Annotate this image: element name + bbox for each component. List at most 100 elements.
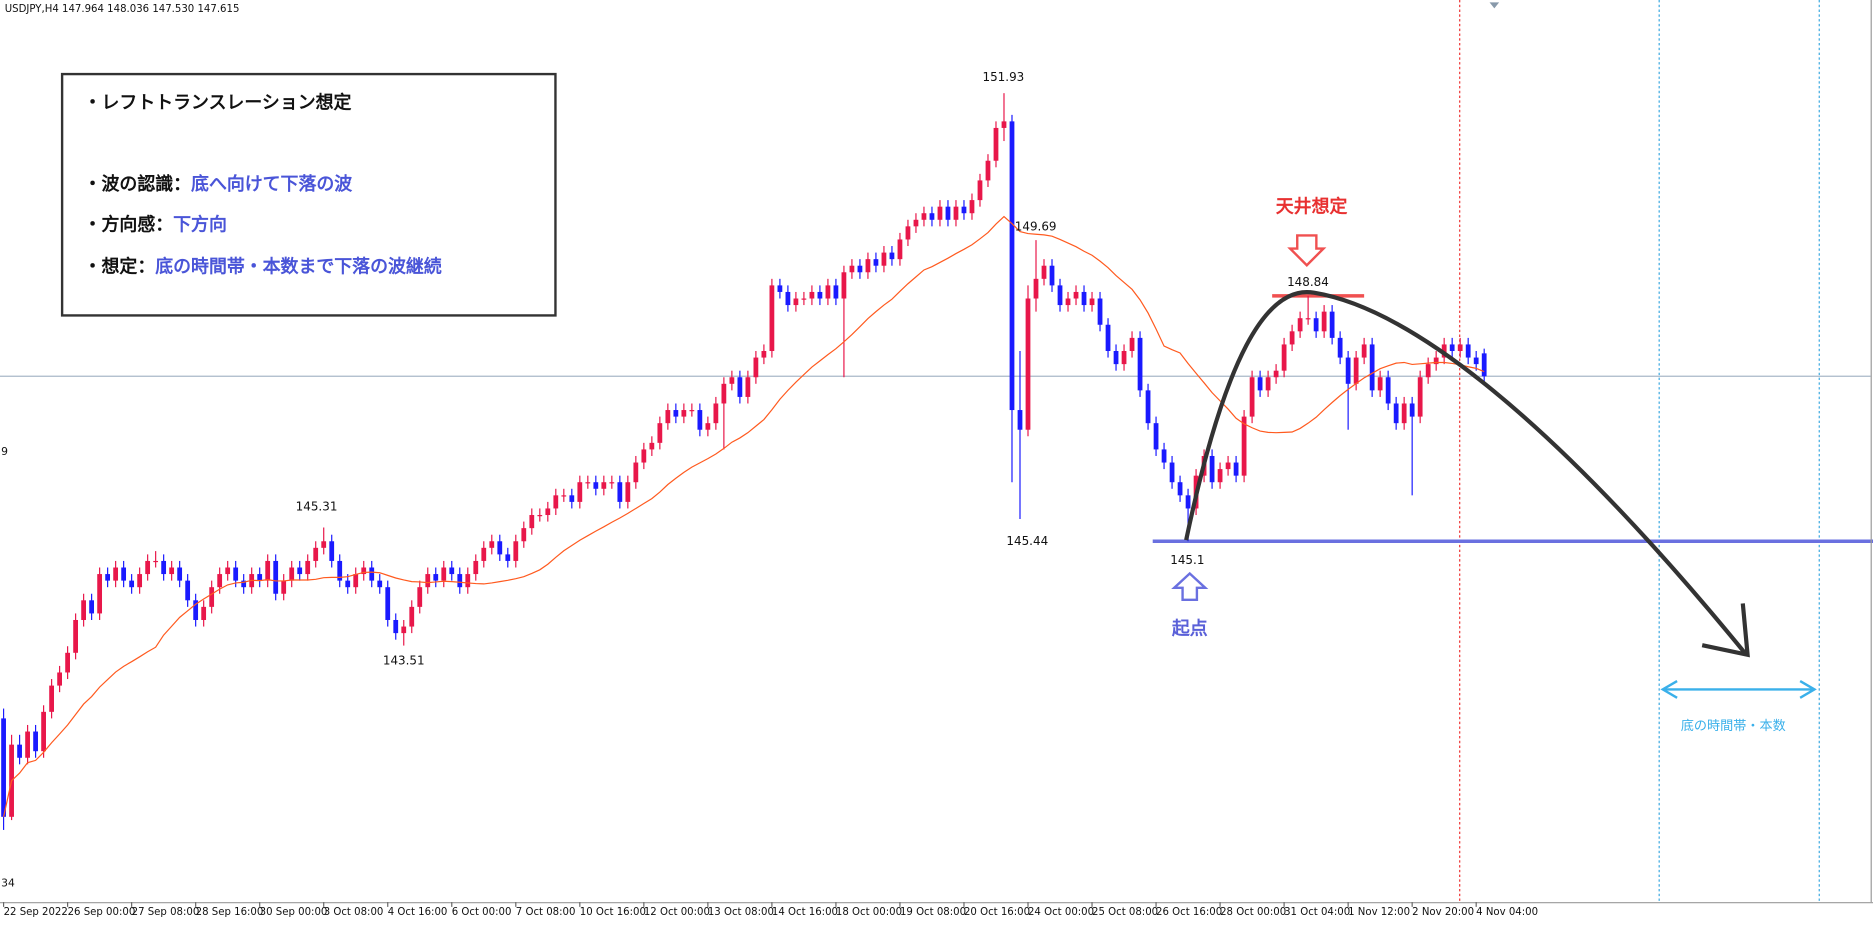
candle-body [825,285,831,299]
candle-body [1049,265,1055,286]
x-tick-label: 13 Oct 08:00 [708,907,774,918]
candle-body [913,219,919,227]
candle-body [1233,462,1239,476]
candle-body [225,567,231,575]
candle-body [281,580,287,594]
candle-body [1137,337,1143,391]
candle-body [1465,344,1471,358]
note-line: ・波の認識：底へ向けて下落の波 [84,173,353,195]
x-tick-label: 18 Oct 00:00 [836,907,902,918]
x-tick-label: 22 Sep 2022 [4,907,68,918]
x-tick-label: 19 Oct 08:00 [900,907,966,918]
plot [0,93,1873,830]
candle-body [1073,291,1079,299]
candle-body [1457,344,1463,352]
candle-body [481,547,487,561]
candle-body [1249,377,1255,417]
candle-body [889,252,895,260]
candle-body [841,272,847,299]
candle-body [1353,357,1359,384]
candle-body [337,560,343,581]
start-arrow [1171,571,1209,602]
candle-body [1161,449,1167,463]
price-label: 151.93 [983,70,1025,84]
x-tick-label: 20 Oct 16:00 [964,907,1030,918]
candle-body [745,377,751,397]
candle-body [1089,298,1095,306]
candle-body [1145,390,1151,424]
candle-body [321,541,327,548]
candle-body [665,410,671,424]
candle-body [681,410,687,417]
x-tick-label: 28 Sep 16:00 [196,907,264,918]
candle-body [1041,265,1047,279]
candle-body [801,298,807,300]
price-label: 145.44 [1006,534,1048,548]
candle-body [1281,344,1287,371]
candle-body [833,285,839,299]
candle-body [561,495,567,497]
candle-body [713,403,719,424]
candle-body [57,672,62,686]
candle-body [73,619,79,653]
candle-body [497,541,503,555]
candle-body [1009,121,1015,411]
ceiling-label: 天井想定 [1276,196,1348,218]
x-tick-label: 31 Oct 04:00 [1284,907,1350,918]
candle-body [1289,331,1295,345]
candle-body [417,587,423,607]
candle-body [865,259,871,273]
candle-body [1017,410,1023,430]
candle-body [433,574,439,581]
price-label: 143.51 [383,654,425,668]
candle-body [185,580,191,601]
candle-body [41,711,46,752]
x-tick-label: 28 Oct 00:00 [1220,907,1286,918]
candle-body [545,508,551,516]
x-tick-label: 6 Oct 00:00 [452,907,512,918]
bottom-window-label: 底の時間帯・本数 [1681,718,1786,734]
x-tick-label: 4 Nov 04:00 [1476,907,1538,918]
note-label: ・想定： [84,255,156,277]
candle-body [761,351,767,358]
candle-body [33,731,38,752]
candle-body [273,560,279,594]
candle-body [361,567,367,575]
ceiling-arrow [1287,234,1327,267]
window-arrow-left [1660,680,1678,699]
candle-body [657,423,663,443]
candle-body [89,600,95,614]
candle-body [1297,318,1303,332]
forecast-curve [1184,290,1748,657]
candle-body [1449,344,1455,352]
candle-body [1065,298,1071,306]
x-tick-label: 2 Nov 20:00 [1412,907,1474,918]
candle-body [777,285,783,292]
candle-body [137,574,143,588]
candle-body [921,213,927,220]
x-tick-label: 26 Sep 00:00 [68,907,136,918]
candle-body [81,600,87,620]
candle-body [201,606,207,620]
candle-body [577,482,583,502]
candle-body [1393,403,1399,424]
candle-body [241,580,247,588]
price-label: 145.31 [296,500,338,514]
candle-body [1033,278,1039,299]
candle-body [177,567,183,581]
x-tick-label: 24 Oct 00:00 [1028,907,1094,918]
candle-body [345,580,351,588]
candle-body [721,383,727,404]
candle-body [985,160,991,181]
candle-body [425,574,431,588]
candle-body [169,567,175,575]
window-arrow [1660,680,1817,699]
candle-body [1097,298,1103,325]
candle-body [881,252,887,266]
candle-body [937,206,943,220]
x-tick-label: 26 Oct 16:00 [1156,907,1222,918]
note-text: 底へ向けて下落の波 [191,173,352,195]
candle-body [25,731,30,758]
candle-body [97,574,103,614]
candle-body [809,291,815,299]
